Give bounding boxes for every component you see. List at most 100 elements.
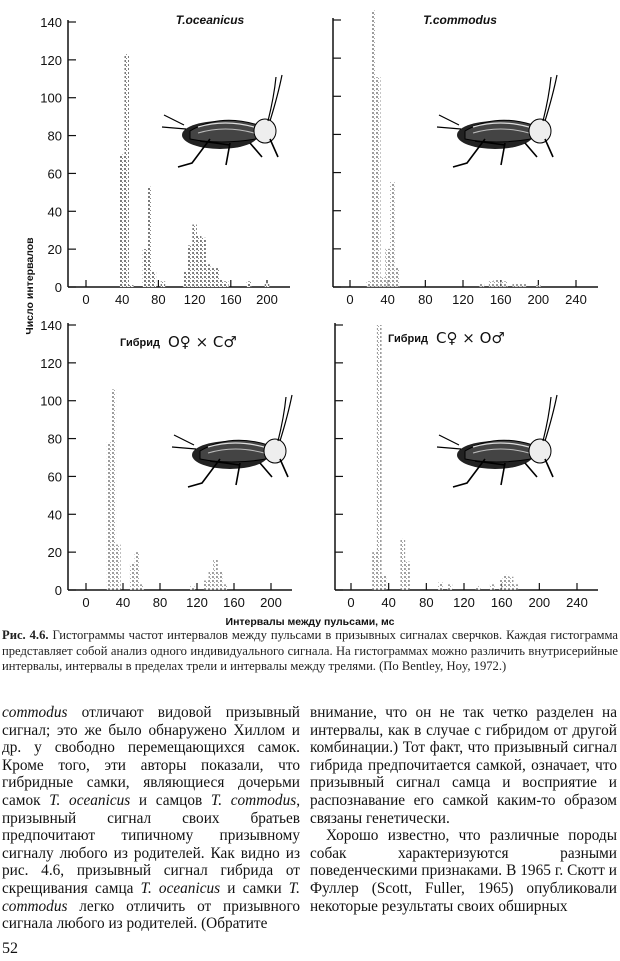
x-tick-label: 200 [528, 595, 550, 610]
histogram-bar [488, 281, 494, 287]
histogram-bar [111, 389, 117, 590]
histogram-bar [142, 249, 148, 287]
species-name: T. commodus [2, 879, 300, 915]
histogram-bar [217, 571, 223, 590]
species-name: T. oceanicus [49, 791, 131, 809]
text-column-right: внимание, что он не так четко разделен н… [310, 704, 617, 915]
hybrid-cross-label: С♀ × О♂ [436, 329, 505, 347]
cross-part: × [462, 329, 479, 347]
histogram-bar [535, 285, 541, 287]
histogram-bar [447, 584, 453, 590]
histogram-bar [385, 248, 391, 287]
histogram-bar [372, 552, 377, 590]
y-tick-label: 100 [40, 394, 62, 409]
y-tick-label: 120 [40, 356, 62, 371]
histogram-panel-4: 0 40 80 120 160 200 240 Гибрид С♀ × О♂ [334, 323, 598, 610]
histogram-bar [489, 584, 495, 590]
cricket-illustration [436, 394, 558, 488]
histogram-bar [371, 10, 376, 287]
cricket-illustration [436, 74, 558, 168]
histogram-bar [139, 584, 144, 590]
histogram-bar [187, 245, 193, 287]
cross-part: О♀ [168, 333, 196, 351]
histogram-bar [380, 277, 386, 287]
histogram-bar [405, 561, 410, 590]
x-tick-label: 240 [566, 595, 588, 610]
histogram-bar [190, 586, 195, 590]
histogram-bar [381, 574, 387, 590]
panel-title: Гибрид [388, 333, 428, 345]
paragraph: Хорошо известно, что различные породы со… [310, 827, 617, 915]
text-column-left: commodus отличают видовой призывный сигн… [2, 704, 300, 933]
species-name: T. oceanicus [140, 879, 221, 897]
y-tick-label: 0 [55, 280, 62, 295]
histogram-bar [438, 582, 443, 590]
histogram-bar [224, 281, 229, 287]
x-tick-label: 80 [419, 595, 433, 610]
y-tick-label: 120 [40, 53, 62, 68]
histogram-bar [128, 285, 134, 287]
x-tick-label: 80 [151, 292, 165, 307]
x-tick-label: 200 [527, 292, 549, 307]
histogram-bar [499, 578, 505, 590]
x-tick-label: 120 [453, 595, 475, 610]
histogram-bar [503, 281, 508, 287]
paragraph: внимание, что он не так четко разделен н… [310, 704, 617, 827]
cross-part: × [196, 333, 213, 351]
histogram-bar [205, 264, 211, 287]
y-tick-label: 0 [55, 583, 62, 598]
histogram-bar [214, 268, 220, 287]
y-tick-label: 60 [48, 469, 62, 484]
histogram-panel-2: 0 40 80 120 160 200 240 T.commodus [332, 10, 598, 307]
x-tick-label: 40 [116, 595, 130, 610]
histogram-bar [493, 279, 499, 287]
histogram-bar [390, 182, 395, 287]
histogram-bar [375, 77, 381, 287]
histogram-bar [129, 563, 135, 590]
histogram-bar [147, 186, 152, 287]
histogram-bar [508, 576, 514, 590]
y-tick-label: 140 [40, 318, 62, 333]
histogram-bar [400, 538, 406, 590]
x-tick-label: 240 [565, 292, 587, 307]
panel-title: T.commodus [423, 13, 497, 27]
y-tick-label: 60 [48, 166, 62, 181]
x-tick-label: 0 [82, 595, 89, 610]
x-tick-label: 160 [491, 595, 513, 610]
text-run: легко отличить от призывного сигнала люб… [2, 897, 300, 933]
cross-part: С♂ [213, 333, 237, 351]
histogram-bar [210, 268, 215, 287]
x-tick-label: 160 [490, 292, 512, 307]
histogram-bar [192, 224, 197, 287]
histogram-bar [498, 279, 504, 287]
histogram-bar [246, 281, 252, 287]
histogram-bar [479, 283, 485, 287]
x-tick-label: 0 [82, 292, 89, 307]
cricket-illustration [161, 74, 283, 168]
panel-title: T.oceanicus [176, 13, 245, 27]
histogram-panel-3: 0 20 40 60 80 100 120 140 0 40 80 120 160 200 Гибрид О♀… [40, 318, 293, 610]
cricket-illustration [171, 394, 293, 488]
histogram-bar [213, 559, 218, 590]
panel-title: Гибрид [120, 337, 160, 349]
y-tick-label: 80 [48, 432, 62, 447]
histogram-bar [160, 281, 166, 287]
x-tick-label: 120 [184, 292, 206, 307]
figure-caption: Рис. 4.6. Гистограммы частот интервалов … [2, 628, 618, 675]
paragraph: commodus отличают видовой призывный сигн… [2, 704, 300, 933]
histogram-bar [208, 571, 214, 590]
page-number: 52 [2, 940, 18, 957]
histogram-bar [517, 283, 522, 287]
histogram-bar [134, 552, 140, 590]
caption-text: Гистограммы частот интервалов между пуль… [2, 628, 618, 673]
x-tick-label: 0 [346, 292, 353, 307]
x-axis-label: Интервалы между пульсами, мс [225, 616, 395, 628]
histogram-bar [394, 267, 400, 287]
histogram-bar [513, 584, 519, 590]
x-tick-label: 40 [381, 595, 395, 610]
y-tick-label: 100 [40, 91, 62, 106]
x-tick-label: 160 [223, 595, 245, 610]
x-tick-label: 80 [153, 595, 167, 610]
histogram-bar [264, 283, 270, 287]
x-tick-label: 200 [260, 595, 282, 610]
